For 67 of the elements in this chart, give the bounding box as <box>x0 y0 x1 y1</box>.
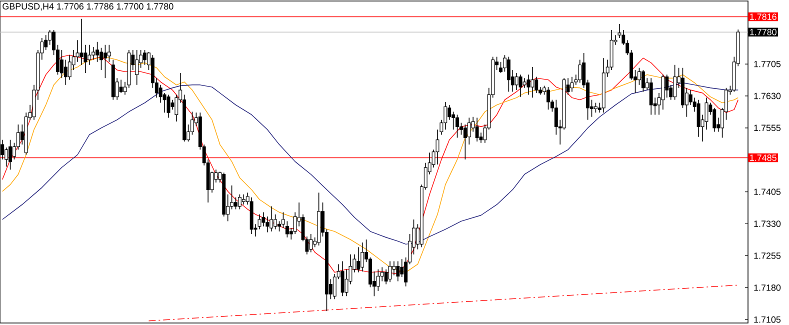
candlestick <box>360 242 364 272</box>
chart-title: GBPUSD,H4 1.7706 1.7786 1.7700 1.7780 <box>2 3 174 11</box>
ref-line-label: 1.7485 <box>750 154 776 161</box>
candlestick <box>274 214 278 230</box>
candlestick <box>530 66 534 98</box>
candlestick <box>270 206 274 232</box>
candlestick <box>467 117 471 145</box>
y-tick-label: 1.7330 <box>754 220 781 227</box>
candlestick <box>234 196 238 210</box>
candlestick <box>262 212 266 227</box>
candlestick <box>641 70 645 92</box>
candlestick <box>499 62 503 74</box>
candlestick <box>100 47 103 70</box>
candlestick <box>143 50 146 66</box>
candlestick <box>388 260 392 283</box>
candlestick <box>60 50 64 78</box>
candlestick <box>281 212 285 228</box>
candlestick <box>522 78 526 88</box>
candlestick <box>266 216 270 233</box>
y-tick-label: 1.7555 <box>754 124 781 132</box>
candlestick <box>456 114 459 138</box>
candlestick <box>594 102 598 113</box>
candlestick <box>238 194 242 210</box>
candlestick <box>356 246 360 273</box>
candlestick <box>242 194 246 205</box>
candlestick <box>514 72 518 90</box>
candlestick <box>64 59 68 86</box>
candlestick <box>696 99 700 138</box>
candlestick <box>673 64 677 100</box>
candlestick <box>518 74 522 98</box>
candlestick <box>103 44 107 78</box>
y-tick-label: 1.7705 <box>754 60 781 68</box>
y-tick-label: 1.7405 <box>754 188 781 195</box>
candlestick <box>448 104 452 120</box>
candlestick <box>107 44 111 62</box>
candlestick <box>638 67 641 86</box>
candlestick <box>578 59 582 84</box>
candlestick <box>649 78 653 116</box>
candlestick <box>376 268 380 292</box>
candlestick <box>80 18 84 66</box>
candlestick <box>396 260 400 282</box>
ref-line-label: 1.7816 <box>750 14 776 20</box>
candlestick <box>309 234 313 253</box>
candlestick <box>570 76 574 92</box>
candlestick <box>166 94 170 118</box>
y-tick-label: 1.7630 <box>754 92 781 100</box>
candlestick <box>340 260 344 297</box>
candlestick <box>546 86 550 110</box>
candlestick <box>665 74 669 98</box>
candlestick <box>135 50 139 86</box>
candlestick <box>8 139 12 170</box>
candlestick <box>661 74 665 110</box>
candlestick <box>96 41 100 62</box>
candlestick <box>119 79 123 94</box>
ref-line-label: 1.7780 <box>750 28 776 36</box>
candlestick <box>506 56 510 92</box>
candlestick <box>76 40 80 62</box>
candlestick <box>475 117 479 142</box>
candlestick <box>392 260 396 276</box>
y-tick-label: 1.7180 <box>754 284 781 291</box>
candlestick <box>526 74 530 96</box>
y-tick-label: 1.7105 <box>754 316 781 323</box>
candlestick <box>88 44 92 66</box>
y-tick-label: 1.7255 <box>754 252 781 259</box>
candlestick <box>285 220 289 238</box>
candlestick <box>278 220 281 232</box>
candlestick <box>444 102 448 130</box>
